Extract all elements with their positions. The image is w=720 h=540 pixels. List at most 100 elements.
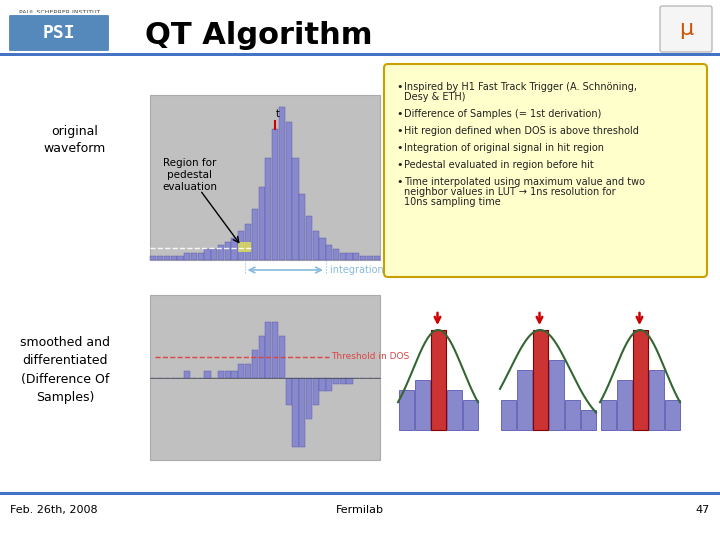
FancyBboxPatch shape <box>384 64 707 277</box>
Text: Threshold in DOS: Threshold in DOS <box>331 352 410 361</box>
Bar <box>245 224 251 260</box>
Bar <box>204 370 210 377</box>
Bar <box>258 336 265 377</box>
Text: t: t <box>276 109 280 119</box>
Text: PAUL SCHERRER INSTITUT: PAUL SCHERRER INSTITUT <box>19 10 101 15</box>
Bar <box>204 249 210 260</box>
Bar <box>500 400 516 430</box>
Bar <box>0 492 720 495</box>
Bar <box>366 256 373 260</box>
Bar <box>299 194 305 260</box>
Text: Inspired by H1 Fast Track Trigger (A. Schnöning,: Inspired by H1 Fast Track Trigger (A. Sc… <box>404 82 637 92</box>
Text: Feb. 26th, 2008: Feb. 26th, 2008 <box>10 505 98 515</box>
Bar <box>164 256 170 260</box>
Bar <box>279 336 285 377</box>
Bar <box>265 158 271 260</box>
Bar <box>600 400 616 430</box>
Bar <box>299 377 305 447</box>
Bar <box>191 253 197 260</box>
Bar <box>272 129 278 260</box>
Text: smoothed and
differentiated
(Difference Of
Samples): smoothed and differentiated (Difference … <box>20 336 110 403</box>
Bar <box>258 187 265 260</box>
Text: μ: μ <box>679 19 693 39</box>
Text: Fermilab: Fermilab <box>336 505 384 515</box>
Bar <box>218 245 224 260</box>
Bar <box>320 238 325 260</box>
Bar <box>306 217 312 260</box>
Bar <box>238 231 244 260</box>
Text: 10ns sampling time: 10ns sampling time <box>404 197 500 207</box>
Bar <box>398 390 413 430</box>
Text: original
waveform: original waveform <box>44 125 106 156</box>
Bar <box>665 400 680 430</box>
Bar <box>252 209 258 260</box>
Bar <box>431 330 446 430</box>
Text: Hit region defined when DOS is above threshold: Hit region defined when DOS is above thr… <box>404 126 639 136</box>
Bar <box>326 245 333 260</box>
Bar <box>286 377 292 405</box>
Bar <box>177 256 184 260</box>
Text: •: • <box>396 126 402 136</box>
Bar <box>211 249 217 260</box>
Bar <box>238 242 251 252</box>
Bar <box>549 360 564 430</box>
Bar <box>150 256 156 260</box>
Bar <box>265 322 271 377</box>
Bar <box>312 231 319 260</box>
Bar <box>564 400 580 430</box>
Bar <box>184 253 190 260</box>
Bar <box>171 256 176 260</box>
Text: 47: 47 <box>696 505 710 515</box>
Bar <box>446 390 462 430</box>
Bar <box>225 242 231 260</box>
Bar <box>516 370 531 430</box>
Bar <box>374 256 379 260</box>
Bar <box>333 249 339 260</box>
Bar <box>415 380 430 430</box>
Bar <box>272 322 278 377</box>
Bar <box>279 107 285 260</box>
Text: PSI: PSI <box>42 24 76 42</box>
Bar <box>231 370 238 377</box>
Bar <box>245 363 251 377</box>
Bar <box>340 377 346 384</box>
Bar <box>292 377 299 447</box>
Bar <box>431 330 446 430</box>
Bar <box>580 410 595 430</box>
Bar <box>292 158 299 260</box>
Text: Integration of original signal in hit region: Integration of original signal in hit re… <box>404 143 604 153</box>
Text: QT Algorithm: QT Algorithm <box>145 22 372 51</box>
Bar <box>616 380 631 430</box>
Bar <box>218 370 224 377</box>
Text: •: • <box>396 82 402 92</box>
Bar <box>533 330 547 430</box>
Bar <box>238 363 244 377</box>
Text: Desy & ETH): Desy & ETH) <box>404 92 466 102</box>
Text: Time interpolated using maximum value and two: Time interpolated using maximum value an… <box>404 177 645 187</box>
Bar <box>462 400 477 430</box>
Bar <box>150 95 380 260</box>
Text: Pedestal evaluated in region before hit: Pedestal evaluated in region before hit <box>404 160 594 170</box>
Bar <box>225 370 231 377</box>
Bar <box>286 122 292 260</box>
Text: •: • <box>396 143 402 153</box>
Text: integration area: integration area <box>330 265 408 275</box>
Text: •: • <box>396 160 402 170</box>
Bar <box>346 253 353 260</box>
Bar <box>360 256 366 260</box>
Bar <box>333 377 339 384</box>
Bar <box>312 377 319 405</box>
Bar <box>184 370 190 377</box>
Bar <box>632 330 647 430</box>
FancyBboxPatch shape <box>8 14 110 52</box>
Bar <box>198 253 204 260</box>
Bar <box>354 253 359 260</box>
Bar <box>326 377 333 392</box>
Bar <box>252 350 258 377</box>
Text: neighbor values in LUT → 1ns resolution for: neighbor values in LUT → 1ns resolution … <box>404 187 616 197</box>
Bar <box>231 238 238 260</box>
Bar <box>649 370 664 430</box>
Bar <box>320 377 325 392</box>
Text: Difference of Samples (= 1st derivation): Difference of Samples (= 1st derivation) <box>404 109 601 119</box>
Text: Region for
pedestal
evaluation: Region for pedestal evaluation <box>163 158 217 192</box>
